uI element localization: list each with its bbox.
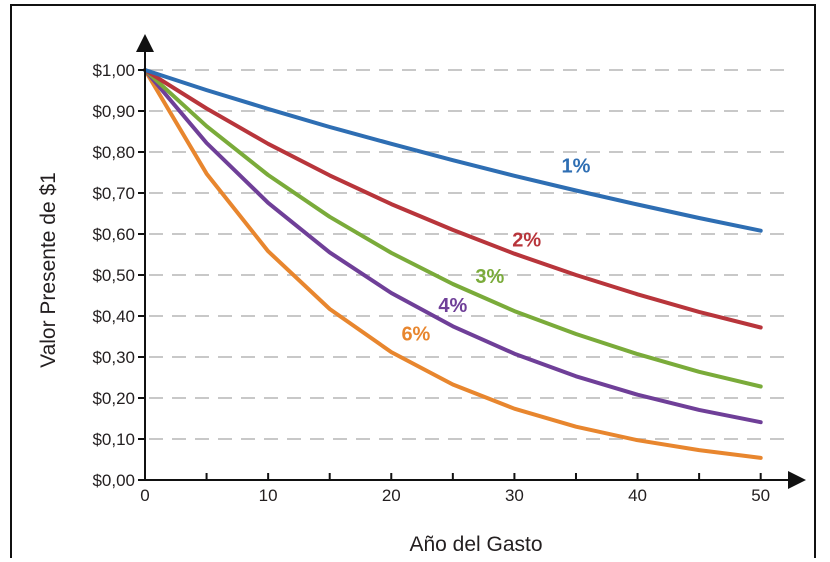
y-tick-label: $0,50 [92, 266, 135, 285]
series-label-3pct: 3% [475, 266, 504, 288]
x-axis-title: Año del Gasto [409, 533, 542, 556]
series-label-4pct: 4% [438, 295, 467, 317]
x-tick-label: 40 [628, 486, 647, 505]
x-tick-label: 0 [140, 486, 149, 505]
x-axis-arrow [788, 471, 806, 489]
y-tick-label: $0,30 [92, 348, 135, 367]
gridlines [149, 69, 790, 440]
y-tick-labels: $0,00 $0,10 $0,20 $0,30 $0,40 $0,50 $0,60 $0,70… [92, 61, 145, 490]
series-label-6pct: 6% [401, 324, 430, 346]
y-axis-title: Valor Presente de $1 [37, 172, 60, 368]
axes [136, 34, 806, 489]
x-tick-label: 30 [505, 486, 524, 505]
x-tick-labels: 0 10 20 30 40 50 [140, 473, 770, 505]
y-axis-arrow [136, 34, 154, 52]
y-tick-label: $0,10 [92, 430, 135, 449]
series-lines [143, 68, 763, 460]
x-tick-label: 10 [259, 486, 278, 505]
x-tick-label: 50 [751, 486, 770, 505]
y-tick-label: $0,20 [92, 389, 135, 408]
series-label-2pct: 2% [512, 229, 541, 251]
series-line-4pct [143, 68, 763, 425]
y-tick-label: $0,70 [92, 184, 135, 203]
series-labels: 6% 4% 3% 2% 1% [401, 156, 590, 346]
y-tick-label: $0,90 [92, 102, 135, 121]
series-line-2pct [143, 68, 763, 330]
y-tick-label: $0,40 [92, 307, 135, 326]
y-tick-label: $1,00 [92, 61, 135, 80]
x-tick-label: 20 [382, 486, 401, 505]
y-tick-label: $0,60 [92, 225, 135, 244]
y-tick-label: $0,00 [92, 471, 135, 490]
y-tick-label: $0,80 [92, 143, 135, 162]
series-label-1pct: 1% [562, 156, 591, 178]
